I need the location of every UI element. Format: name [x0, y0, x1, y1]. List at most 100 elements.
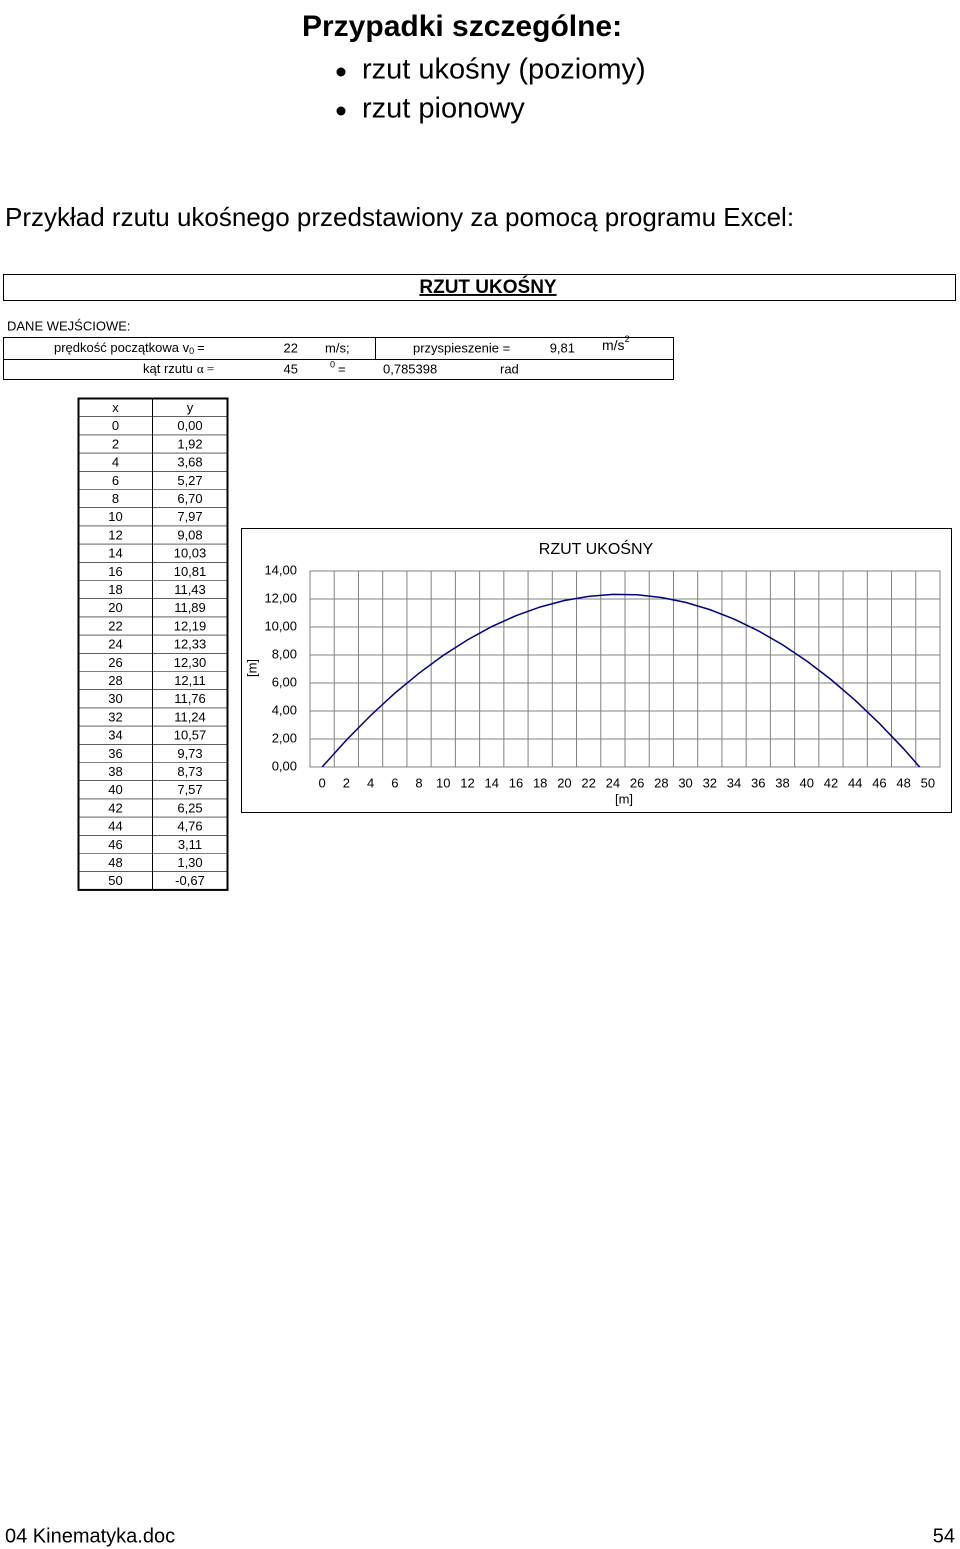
- bullet: [336, 106, 346, 116]
- velocity-label: prędkość początkowa v0 =: [54, 340, 205, 356]
- angle-label: kąt rzutu α =: [143, 361, 214, 376]
- x-tick-label: 0: [318, 775, 325, 790]
- table-cell: 30: [108, 691, 122, 706]
- x-tick-label: 42: [824, 775, 838, 790]
- x-tick-label: 6: [391, 775, 398, 790]
- table-cell: 11,89: [174, 600, 206, 615]
- bullet: [336, 67, 346, 77]
- bullet-text: rzut pionowy: [362, 93, 525, 125]
- table-cell: 22: [108, 618, 122, 633]
- table-header: x: [112, 400, 119, 415]
- table-cell: 0,00: [177, 418, 202, 433]
- x-tick-label: 12: [460, 775, 474, 790]
- table-cell: 10: [108, 509, 122, 524]
- table-cell: -0,67: [175, 873, 205, 888]
- table-cell: 46: [108, 837, 122, 852]
- table-cell: 0: [112, 418, 119, 433]
- label: prędkość początkowa v: [54, 340, 190, 355]
- rad-unit: rad: [500, 361, 519, 376]
- y-tick-label: 6,00: [272, 674, 297, 689]
- accel-unit: m/s2: [602, 334, 630, 352]
- radians: 0,785398: [383, 361, 437, 376]
- table-cell: 1,30: [177, 855, 202, 870]
- x-tick-label: 2: [343, 775, 350, 790]
- x-tick-label: 40: [799, 775, 813, 790]
- table-cell: 2: [112, 436, 119, 451]
- y-axis-label: [m]: [244, 659, 259, 677]
- accel-label: przyspieszenie =: [413, 340, 510, 355]
- table-cell: 11,24: [174, 709, 206, 724]
- velocity-unit: m/s;: [325, 340, 350, 355]
- x-tick-label: 26: [630, 775, 644, 790]
- x-tick-label: 20: [557, 775, 571, 790]
- x-axis-label: [m]: [615, 791, 633, 806]
- velocity: 22: [284, 340, 298, 355]
- table-cell: 9,73: [177, 746, 202, 761]
- table-cell: 4: [112, 455, 119, 470]
- table-cell: 16: [108, 564, 122, 579]
- x-tick-label: 18: [533, 775, 547, 790]
- table-cell: 20: [108, 600, 122, 615]
- y-tick-label: 2,00: [272, 730, 297, 745]
- table-cell: 40: [108, 782, 122, 797]
- x-tick-label: 24: [606, 775, 620, 790]
- table-cell: 8,73: [177, 764, 202, 779]
- y-tick-label: 12,00: [264, 590, 297, 605]
- inputs-table: prędkość początkowa v0 = 22 m/s; przyspie…: [3, 334, 674, 380]
- chart-title: RZUT UKOŚNY: [539, 539, 654, 558]
- x-tick-label: 8: [415, 775, 422, 790]
- y-tick-label: 8,00: [272, 646, 297, 661]
- intro: Przykład rzutu ukośnego przedstawiony za…: [5, 202, 794, 232]
- table-cell: 44: [108, 819, 122, 834]
- table-cell: 26: [108, 655, 122, 670]
- x-tick-label: 10: [436, 775, 450, 790]
- data-table: x y 0 0,00 2 1,92 4 3,68 6 5,27 8 6,70 10 7,97 12 9,08 1…: [77, 397, 229, 891]
- x-tick-label: 16: [509, 775, 523, 790]
- y-tick-label: 4,00: [272, 702, 297, 717]
- table-cell: 1,92: [177, 436, 202, 451]
- table-cell: 10,57: [174, 728, 207, 743]
- unit: m/s: [602, 337, 625, 353]
- table-cell: 24: [108, 637, 122, 652]
- x-tick-label: 50: [921, 775, 935, 790]
- x-tick-label: 48: [896, 775, 910, 790]
- table-cell: 5,27: [177, 473, 202, 488]
- table-cell: 32: [108, 709, 122, 724]
- x-tick-label: 28: [654, 775, 668, 790]
- table-cell: 42: [108, 800, 122, 815]
- table-cell: 10,81: [174, 564, 207, 579]
- table-cell: 36: [108, 746, 122, 761]
- x-tick-label: 22: [581, 775, 595, 790]
- y-tick-label: 0,00: [272, 758, 297, 773]
- x-tick-label: 32: [703, 775, 717, 790]
- table-cell: 8: [112, 491, 119, 506]
- table-cell: 3,11: [178, 837, 202, 852]
- table-cell: 48: [108, 855, 122, 870]
- sheet-title-box: [3, 274, 956, 301]
- subscript: 0: [189, 346, 194, 356]
- table-cell: 9,08: [177, 527, 202, 542]
- x-tick-label: 34: [727, 775, 741, 790]
- table-cell: 38: [108, 764, 122, 779]
- table-cell: 7,57: [177, 782, 202, 797]
- eq: =: [197, 340, 205, 355]
- label: kąt rzutu: [143, 361, 193, 376]
- alpha: α =: [197, 361, 214, 376]
- angle-eq: =: [338, 361, 346, 376]
- x-tick-label: 44: [848, 775, 862, 790]
- table-cell: 4,76: [177, 819, 202, 834]
- table-cell: 6,25: [177, 800, 202, 815]
- superscript: 2: [625, 334, 630, 344]
- table-cell: 12,33: [174, 637, 207, 652]
- table-cell: 12,11: [174, 673, 206, 688]
- x-tick-label: 14: [484, 775, 498, 790]
- table-cell: 12: [108, 527, 122, 542]
- trajectory-line: [321, 593, 921, 767]
- table-cell: 18: [108, 582, 122, 597]
- bullet-text: rzut ukośny (poziomy): [362, 54, 646, 86]
- footer-left: 04 Kinematyka.doc: [5, 1525, 175, 1547]
- table-cell: 28: [108, 673, 122, 688]
- x-tick-label: 46: [872, 775, 886, 790]
- angle: 45: [284, 361, 298, 376]
